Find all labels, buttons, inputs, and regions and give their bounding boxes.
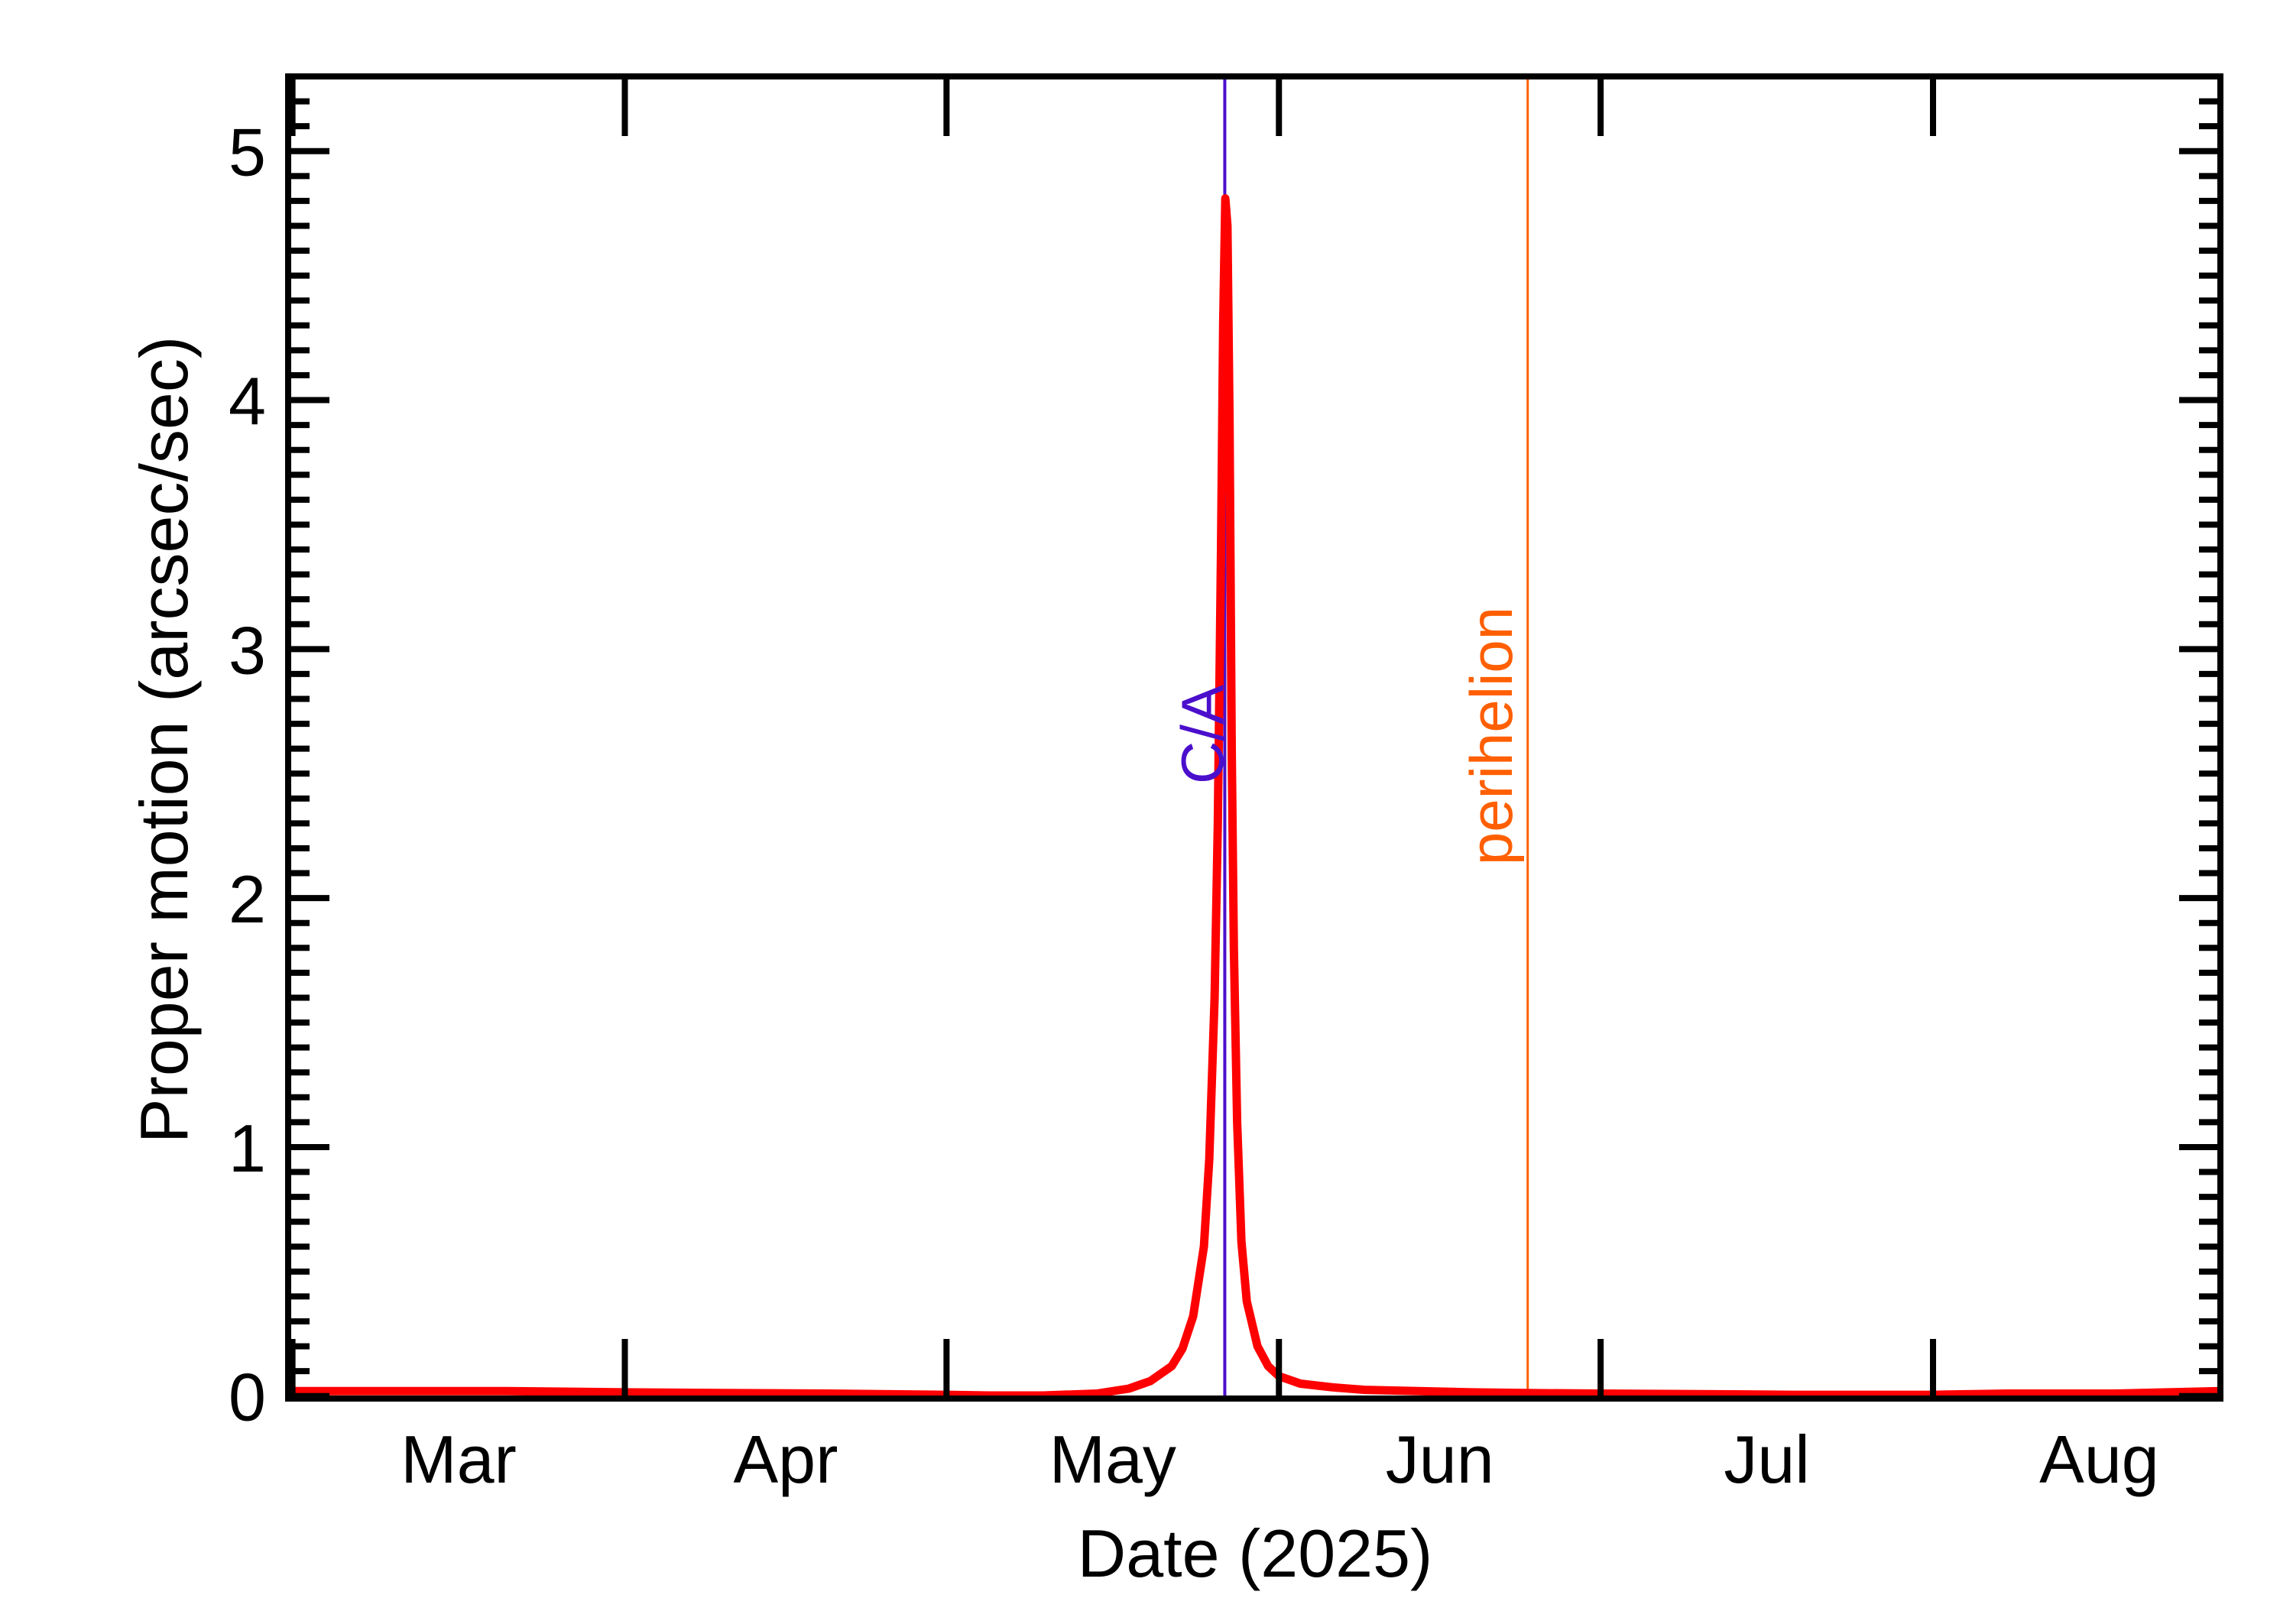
x-tick-label: Aug (2039, 1421, 2159, 1497)
x-tick-label: Jun (1386, 1421, 1494, 1497)
axis-ticks (288, 76, 2220, 1399)
plot-frame (285, 73, 2223, 1402)
y-tick-label: 4 (229, 364, 266, 439)
x-tick-label: May (1049, 1421, 1176, 1497)
y-tick-label: 0 (229, 1360, 266, 1435)
y-tick-label: 5 (229, 115, 266, 190)
y-axis-title: Proper motion (arcsec/sec) (126, 336, 202, 1143)
closest-approach-label: C/A (1169, 685, 1236, 784)
x-axis-title: Date (2025) (1078, 1515, 1433, 1591)
x-tick-labels: Mar Apr May Jun Jul Aug (401, 1421, 2158, 1497)
y-tick-label: 3 (229, 612, 266, 688)
x-tick-label: Jul (1724, 1421, 1810, 1497)
x-tick-label: Apr (733, 1421, 838, 1497)
x-tick-label: Mar (401, 1421, 517, 1497)
y-tick-labels: 0 1 2 3 4 5 (229, 115, 266, 1435)
y-tick-label: 2 (229, 861, 266, 937)
y-tick-label: 1 (229, 1110, 266, 1186)
perihelion-label: perihelion (1458, 607, 1525, 865)
